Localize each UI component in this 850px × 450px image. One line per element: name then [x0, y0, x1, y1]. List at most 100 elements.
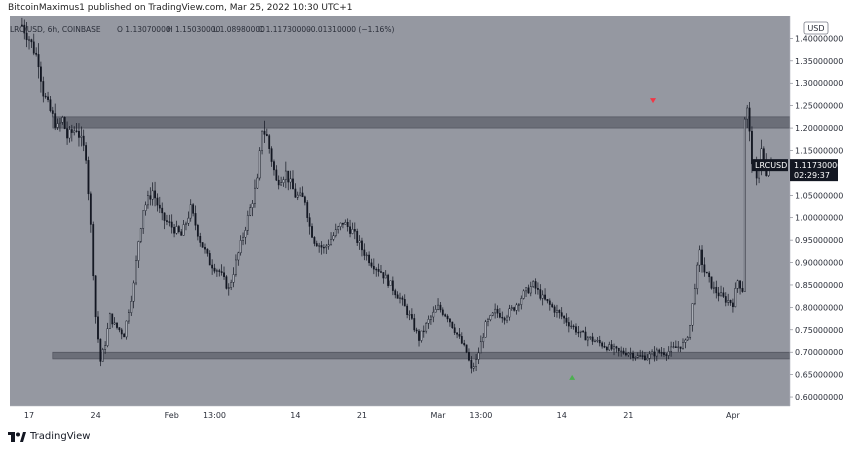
- candle: [337, 225, 340, 234]
- candle: [437, 298, 439, 311]
- candle-body: [292, 178, 294, 190]
- candle-body: [265, 134, 268, 136]
- candle: [712, 281, 715, 294]
- candle: [418, 328, 420, 347]
- candle-body: [522, 290, 525, 299]
- candle: [372, 258, 375, 275]
- candle: [142, 210, 145, 234]
- candle-body: [494, 308, 497, 314]
- candle: [94, 275, 97, 324]
- candle-body: [166, 220, 168, 222]
- candle-body: [422, 330, 425, 333]
- candle: [92, 221, 95, 281]
- time-axis-bg: [0, 406, 850, 428]
- candle: [632, 350, 634, 362]
- candle: [294, 183, 297, 198]
- candle: [425, 321, 428, 334]
- candle-body: [244, 230, 247, 238]
- price-axis[interactable]: 1.40000000 1.35000000 1.30000000 1.25000000…: [789, 16, 850, 406]
- candle-body: [553, 306, 556, 313]
- currency-badge[interactable]: USD: [803, 21, 829, 35]
- candle: [154, 181, 156, 207]
- candle: [399, 292, 401, 304]
- candle: [544, 288, 546, 301]
- candle-body: [44, 95, 47, 98]
- candle: [584, 326, 587, 341]
- candle-body: [460, 336, 463, 344]
- candle: [237, 251, 240, 266]
- candle-body: [315, 243, 318, 247]
- candle: [261, 130, 263, 155]
- plot-area[interactable]: [10, 16, 790, 406]
- candle-body: [59, 122, 61, 124]
- candle-body: [68, 129, 71, 139]
- candle-body: [249, 207, 252, 216]
- candle-body: [187, 217, 190, 224]
- candle: [487, 317, 489, 327]
- candle: [125, 320, 128, 340]
- candle-body: [282, 179, 285, 183]
- candle: [322, 244, 325, 254]
- candle-body: [389, 280, 392, 286]
- candle-body: [213, 267, 216, 272]
- candle: [296, 191, 299, 201]
- candle-body: [40, 66, 42, 82]
- candle-body: [320, 245, 323, 248]
- time-tick-label: 13:00: [203, 411, 226, 420]
- candle: [201, 242, 204, 248]
- candle-body: [351, 229, 354, 234]
- candle-body: [28, 39, 30, 41]
- candle: [73, 126, 76, 136]
- candle-body: [560, 312, 563, 317]
- candle-body: [239, 240, 242, 254]
- candle-body: [132, 282, 135, 302]
- candle: [353, 222, 356, 240]
- candle: [682, 338, 684, 350]
- candle-body: [565, 317, 568, 323]
- candle-body: [94, 275, 97, 318]
- candle-body: [408, 314, 411, 316]
- candle: [582, 329, 585, 333]
- price-tick-label: 1.20000000: [795, 124, 843, 133]
- candle: [308, 213, 311, 235]
- candle: [560, 307, 563, 320]
- candle-body: [705, 271, 708, 274]
- candle-body: [577, 331, 580, 334]
- tradingview-logo[interactable]: TradingView: [8, 431, 90, 442]
- candle-body: [42, 81, 45, 97]
- time-axis[interactable]: 17 24 Feb 13:00 14 21 Mar 13:00 14 21 Apr: [0, 405, 850, 428]
- candle-body: [470, 360, 473, 369]
- candle-body: [375, 268, 378, 271]
- candle: [132, 280, 135, 309]
- candle-body: [472, 366, 475, 369]
- candle: [225, 275, 228, 290]
- candle: [346, 218, 349, 232]
- time-tick-label: 24: [91, 411, 101, 420]
- candle-body: [384, 274, 387, 279]
- candle-body: [177, 226, 180, 232]
- candle: [622, 347, 625, 355]
- candle: [651, 349, 653, 355]
- candle: [660, 347, 663, 357]
- candle: [389, 280, 392, 286]
- candle-body: [99, 338, 102, 362]
- candle-body: [701, 249, 703, 266]
- candle-body: [168, 221, 171, 223]
- candle: [751, 126, 753, 173]
- candle: [451, 321, 454, 329]
- candle-body: [275, 169, 278, 181]
- candle: [432, 306, 435, 323]
- candle-body: [632, 352, 634, 359]
- candle: [70, 124, 73, 142]
- candle-body: [156, 197, 159, 206]
- candle-body: [517, 304, 520, 306]
- candle-body: [418, 330, 420, 341]
- candle: [151, 182, 154, 206]
- candle: [494, 303, 497, 319]
- candle-body: [80, 135, 83, 138]
- candle: [68, 126, 71, 143]
- candle-body: [627, 352, 630, 356]
- candle: [270, 146, 273, 167]
- time-tick-label: Feb: [165, 411, 179, 420]
